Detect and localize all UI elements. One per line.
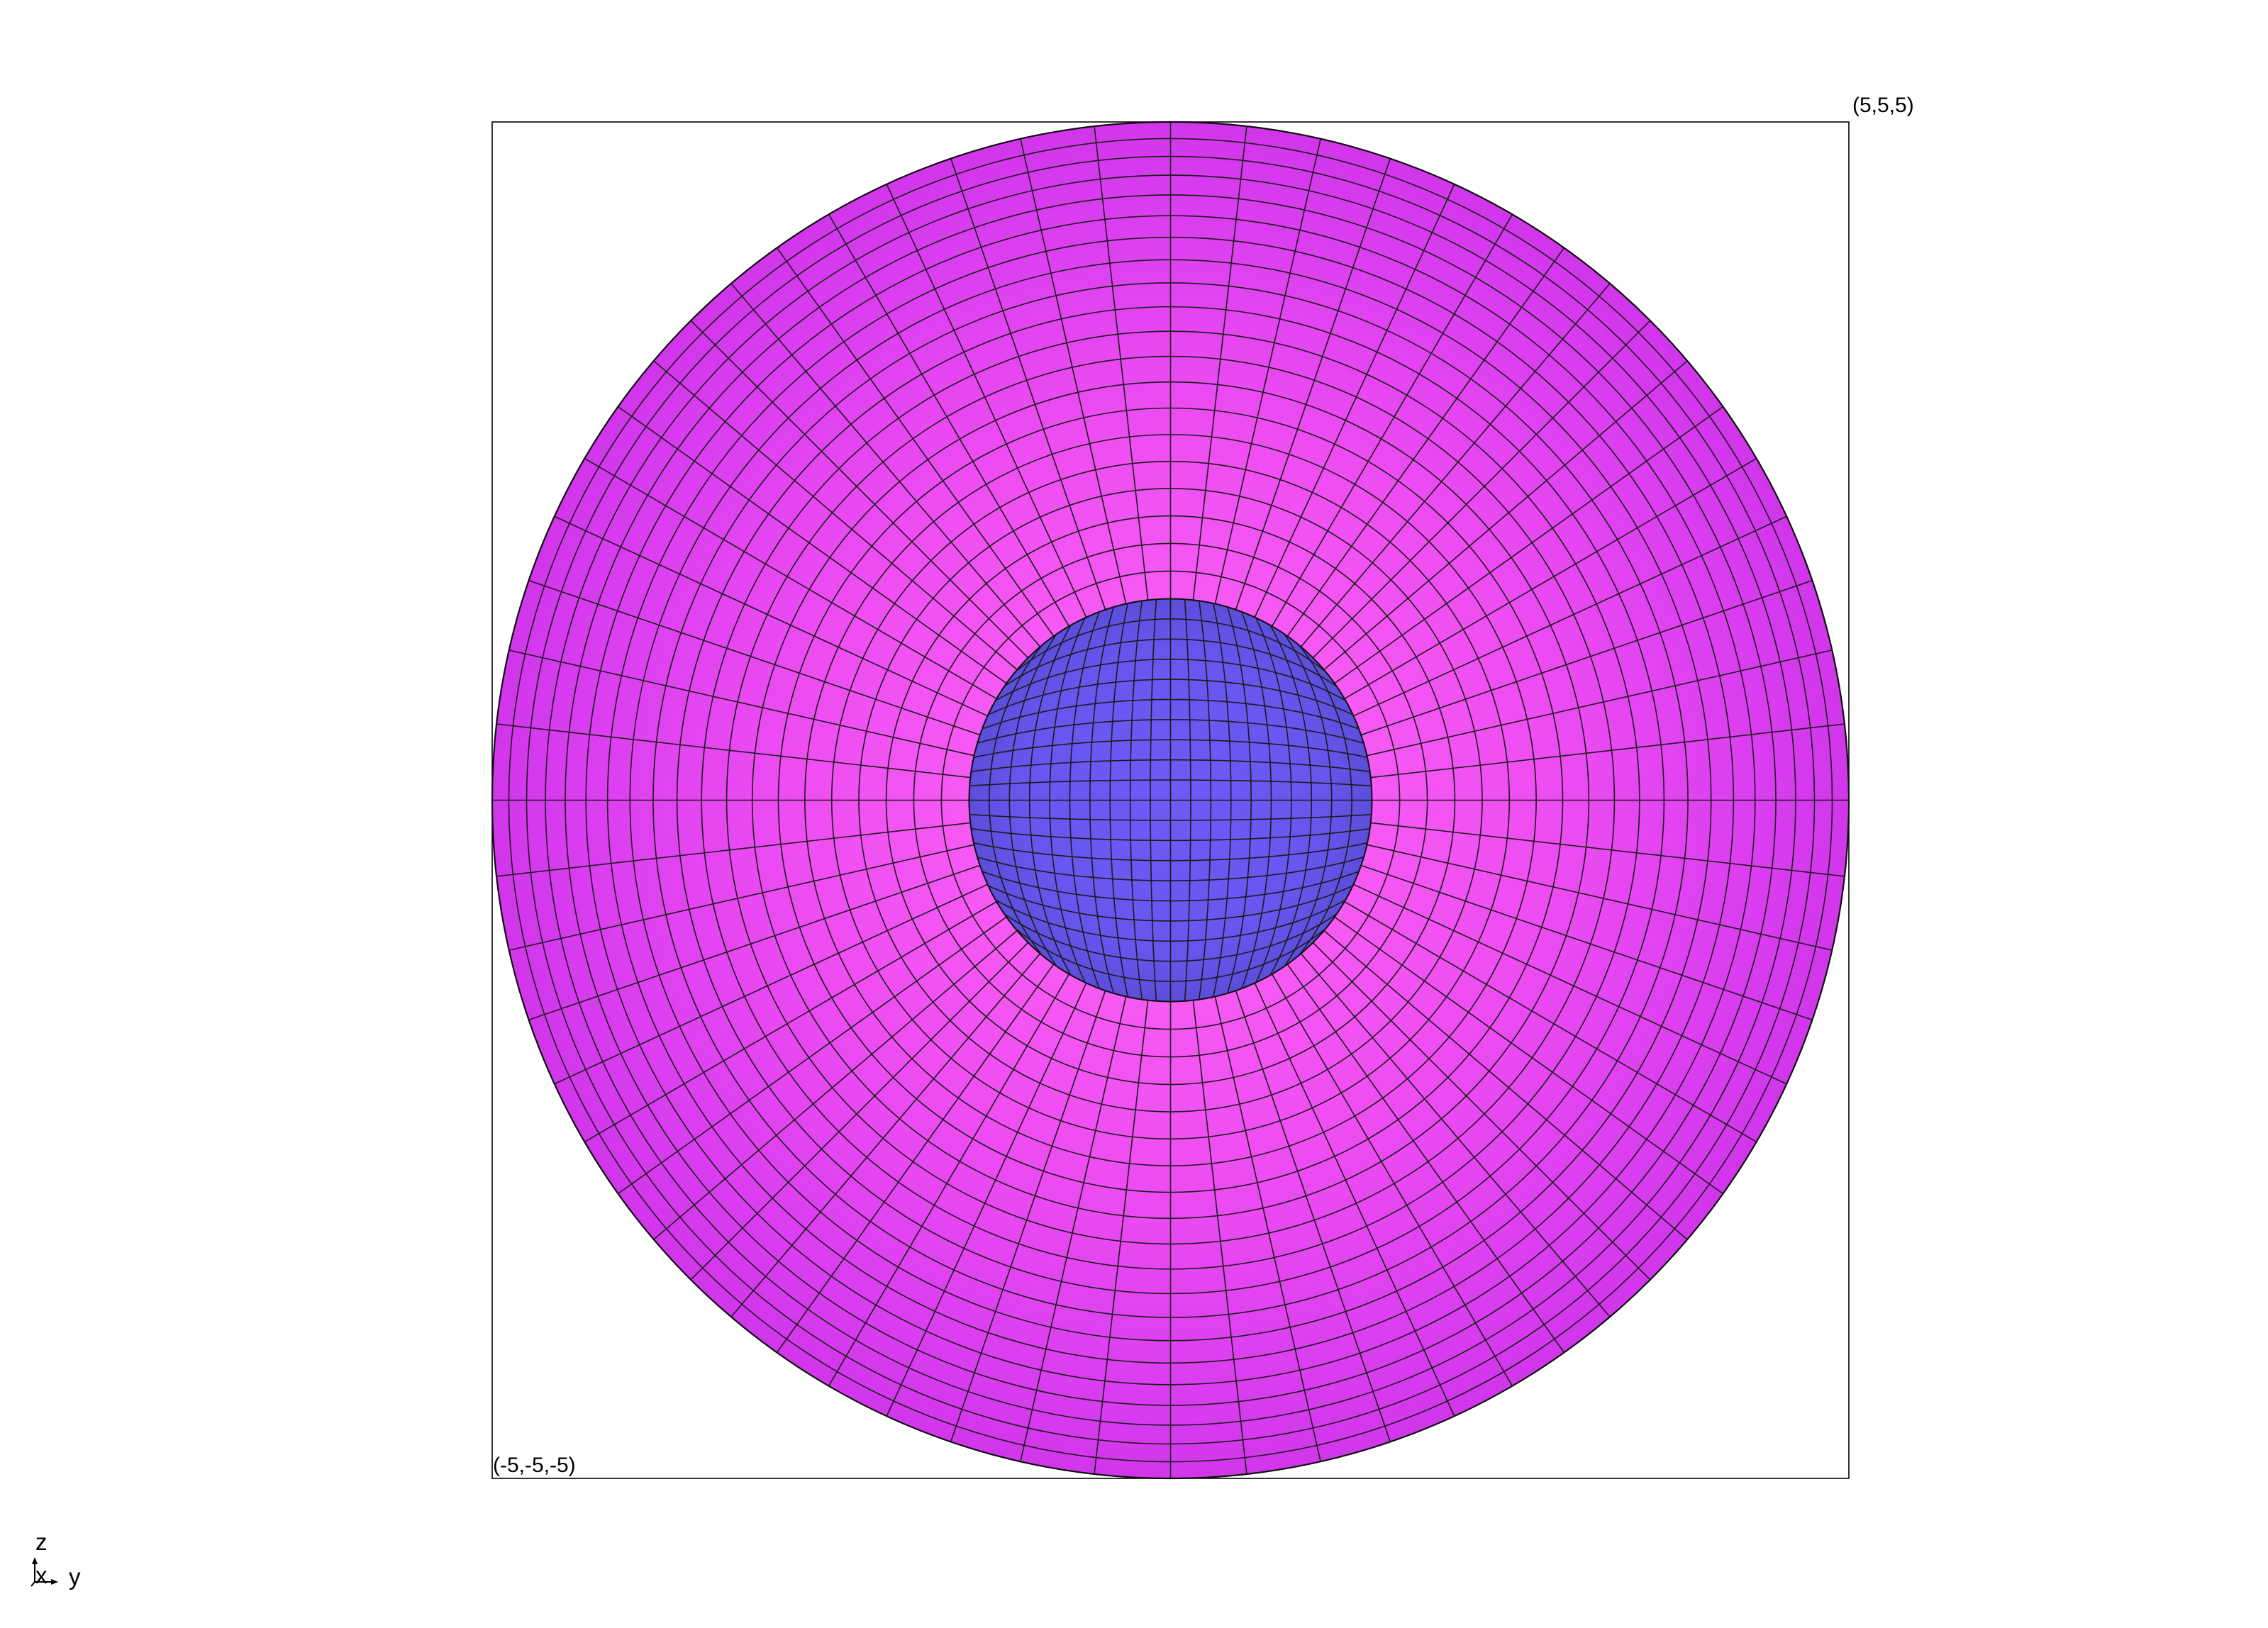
shell-mesh	[492, 122, 1849, 1478]
axis-z-label: z	[35, 1529, 48, 1555]
core-mesh	[969, 598, 1372, 1002]
z-axis-arrowhead	[32, 1557, 38, 1564]
axis-triad: z x y	[30, 1529, 81, 1590]
axis-x-label: x	[35, 1562, 48, 1588]
bbox-max-corner-label: (5,5,5)	[1852, 94, 1914, 117]
axis-y-label: y	[69, 1563, 81, 1590]
y-axis-arrowhead	[51, 1579, 58, 1585]
x-axis-stub	[30, 1581, 35, 1587]
bbox-min-corner-label: (-5,-5,-5)	[493, 1454, 576, 1477]
